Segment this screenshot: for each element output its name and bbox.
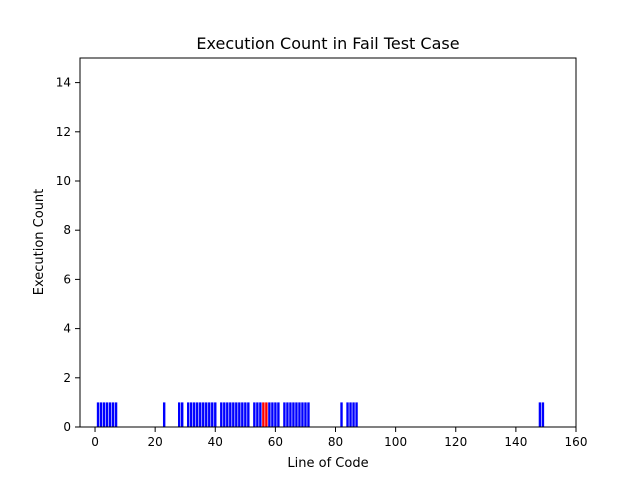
plot-frame [79, 57, 577, 428]
bar [247, 402, 250, 427]
bar [211, 402, 214, 427]
bar [190, 402, 193, 427]
bar [229, 402, 232, 427]
bar [105, 402, 109, 427]
bar [304, 402, 307, 427]
bar [226, 402, 229, 427]
y-tick-label: 2 [63, 371, 71, 385]
y-tick-label: 4 [63, 322, 71, 336]
bar [235, 402, 238, 427]
x-tick-label: 0 [91, 435, 99, 449]
y-axis-label: Execution Count [32, 189, 47, 296]
x-axis: 0 20 40 60 80 100 120 140 160 [91, 427, 587, 449]
x-tick-label: 140 [504, 435, 527, 449]
bar [346, 402, 349, 427]
bar [238, 402, 241, 427]
bar [102, 402, 106, 427]
bar [253, 402, 256, 427]
bar [244, 402, 247, 427]
chart-title: Execution Count in Fail Test Case [196, 34, 459, 53]
y-tick-label: 14 [56, 76, 71, 90]
bar [259, 402, 262, 427]
bar [199, 402, 202, 427]
bar [181, 402, 184, 427]
bar [340, 402, 343, 427]
bars-layer [96, 402, 545, 427]
x-tick-label: 160 [565, 435, 588, 449]
bar [277, 402, 280, 427]
x-axis-label: Line of Code [287, 456, 368, 471]
bar [96, 402, 100, 427]
y-tick-label: 0 [63, 420, 71, 434]
y-tick-label: 6 [63, 272, 71, 286]
bar [349, 402, 352, 427]
bar [196, 402, 199, 427]
bar [111, 402, 115, 427]
bar [307, 402, 310, 427]
y-axis: 0 2 4 6 8 10 12 14 [56, 76, 80, 434]
bar [274, 402, 277, 427]
highlighted-bar [262, 402, 265, 427]
bar [187, 402, 190, 427]
bar [193, 402, 196, 427]
bar [114, 402, 118, 427]
y-tick-label: 12 [56, 125, 71, 139]
x-tick-label: 120 [444, 435, 467, 449]
bar [298, 402, 301, 427]
bar [292, 402, 295, 427]
bar [241, 402, 244, 427]
bar [162, 402, 166, 427]
bar [256, 402, 259, 427]
bar [108, 402, 112, 427]
bar [301, 402, 304, 427]
bar [202, 402, 205, 427]
bar [208, 402, 211, 427]
bar [538, 402, 542, 427]
y-tick-label: 10 [56, 174, 71, 188]
bar [283, 402, 286, 427]
bar [205, 402, 208, 427]
bar [214, 402, 217, 427]
bar [295, 402, 298, 427]
bar [223, 402, 226, 427]
x-tick-label: 60 [268, 435, 283, 449]
bar [99, 402, 103, 427]
x-tick-label: 100 [384, 435, 407, 449]
bar [286, 402, 289, 427]
bar [289, 402, 292, 427]
highlighted-bar [265, 402, 268, 427]
bar [352, 402, 355, 427]
x-tick-label: 20 [148, 435, 163, 449]
bar [232, 402, 235, 427]
bar [271, 402, 274, 427]
bar [178, 402, 181, 427]
x-tick-label: 80 [328, 435, 343, 449]
bar [355, 402, 358, 427]
bar [541, 402, 545, 427]
bar [268, 402, 271, 427]
bar [220, 402, 223, 427]
x-tick-label: 40 [208, 435, 223, 449]
y-tick-label: 8 [63, 223, 71, 237]
